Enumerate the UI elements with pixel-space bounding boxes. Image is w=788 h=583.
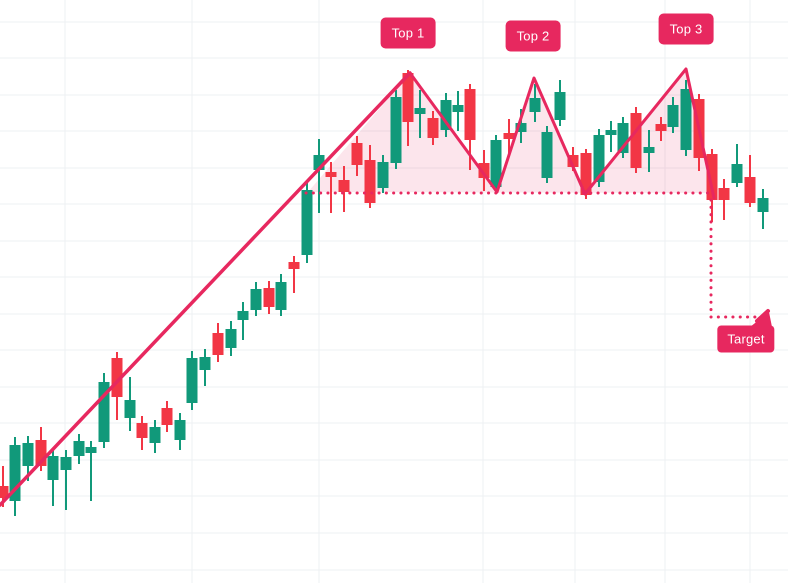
candle-up (275, 282, 287, 310)
candle-down (35, 440, 47, 466)
candles-series (0, 70, 769, 516)
candle-up (440, 100, 452, 130)
candle-down (0, 486, 9, 498)
candle-up (731, 164, 743, 183)
candle-down (402, 73, 414, 122)
candle-up (22, 443, 34, 466)
candle-up (452, 105, 464, 112)
candle-down (503, 133, 515, 139)
pattern-label-target[interactable]: Target (717, 325, 775, 353)
pattern-label-top-2[interactable]: Top 2 (505, 20, 561, 52)
triple-top-pattern-lines[interactable] (0, 67, 772, 507)
candle-up (617, 123, 629, 153)
candle-down (718, 188, 730, 200)
candle-up (85, 447, 97, 453)
candle-down (161, 408, 173, 425)
candle-up (174, 420, 186, 440)
candle-down (580, 153, 592, 195)
candle-up (186, 358, 198, 403)
candle-down (364, 160, 376, 203)
candle-up (250, 289, 262, 310)
candle-up (541, 132, 553, 178)
candle-down (212, 333, 224, 355)
candle-down (136, 423, 148, 438)
candle-down (427, 118, 439, 138)
candle-down (744, 177, 756, 203)
candle-down (706, 154, 718, 200)
candle-up (237, 311, 249, 320)
pattern-label-top-1[interactable]: Top 1 (380, 17, 436, 49)
pattern-zigzag-line[interactable] (408, 67, 716, 200)
candle-up (554, 92, 566, 120)
pattern-label-top-3[interactable]: Top 3 (658, 13, 714, 45)
candle-down (111, 358, 123, 397)
candle-up (680, 89, 692, 150)
candle-down (351, 143, 363, 165)
trend-line[interactable] (0, 71, 412, 507)
candle-down (288, 262, 300, 269)
candle-down (464, 89, 476, 140)
candle-up (667, 105, 679, 127)
candle-down (630, 113, 642, 168)
candle-down (567, 155, 579, 167)
candle-up (313, 155, 325, 170)
candle-up (73, 441, 85, 456)
candle-down (338, 180, 350, 192)
candle-up (98, 382, 110, 442)
candle-down (478, 163, 490, 178)
candle-up (199, 357, 211, 370)
candle-up (414, 108, 426, 114)
candle-up (757, 198, 769, 212)
candle-down (263, 288, 275, 307)
candle-down (655, 124, 667, 131)
candle-up (529, 98, 541, 112)
candle-up (593, 135, 605, 182)
candle-up (515, 123, 527, 132)
candle-up (9, 445, 21, 501)
candle-up (60, 457, 72, 470)
candle-up (390, 97, 402, 163)
candle-up (377, 162, 389, 188)
target-arrow-tip (755, 309, 770, 323)
candle-up (149, 427, 161, 443)
candle-up (124, 400, 136, 418)
candle-up (605, 130, 617, 135)
candle-up (643, 147, 655, 153)
candle-up (301, 190, 313, 255)
candle-up (225, 329, 237, 348)
candle-up (47, 456, 59, 480)
candle-down (325, 172, 337, 177)
candle-up (490, 140, 502, 187)
